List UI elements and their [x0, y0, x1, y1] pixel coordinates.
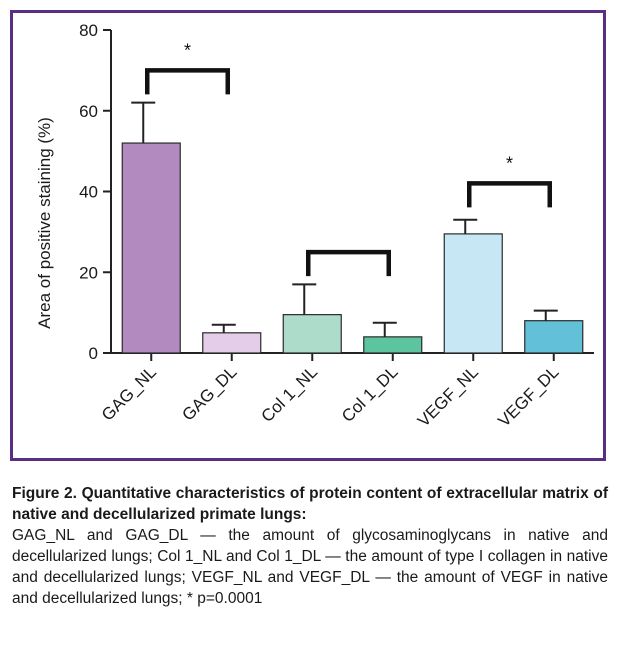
x-tick-label: Col 1_DL [338, 362, 402, 426]
significance-label: * [506, 153, 513, 173]
y-tick-label: 20 [79, 263, 98, 282]
x-tick-label: Col 1_NL [258, 362, 322, 426]
x-tick-label: VEGF_DL [494, 362, 562, 430]
bar-gag-dl [202, 332, 262, 354]
y-tick-label: 40 [79, 183, 98, 202]
significance-label: * [184, 40, 191, 60]
significance-brackets: ** [145, 40, 552, 277]
figure-frame: 0 20 40 60 80 GAG_NL GAG_DL Col 1_NL Col 1_DL VEG… [10, 10, 606, 461]
caption-body: GAG_NL and GAG_DL — the amount of glycos… [12, 527, 608, 607]
significance-bracket [306, 249, 391, 277]
y-tick-label: 80 [79, 21, 98, 40]
chart-bars [121, 101, 584, 354]
y-tick-label: 60 [79, 102, 98, 121]
bar-col-1-nl [282, 314, 342, 354]
x-tick-label: VEGF_NL [414, 362, 482, 430]
significance-bracket [467, 181, 552, 208]
y-axis-label: Area of positive staining (%) [35, 117, 54, 329]
bar-gag-nl [121, 142, 181, 354]
bar-vegf-nl [443, 233, 503, 354]
y-tick-label: 0 [89, 344, 98, 363]
x-tick-label: GAG_DL [178, 362, 240, 424]
x-tick-label: GAG_NL [98, 362, 160, 424]
bar-col-1-dl [363, 336, 423, 354]
bar-vegf-dl [524, 320, 584, 354]
figure-caption: Figure 2. Quantitative characteristics o… [12, 483, 608, 609]
caption-title: Figure 2. Quantitative characteristics o… [12, 485, 608, 523]
significance-bracket [145, 68, 230, 95]
